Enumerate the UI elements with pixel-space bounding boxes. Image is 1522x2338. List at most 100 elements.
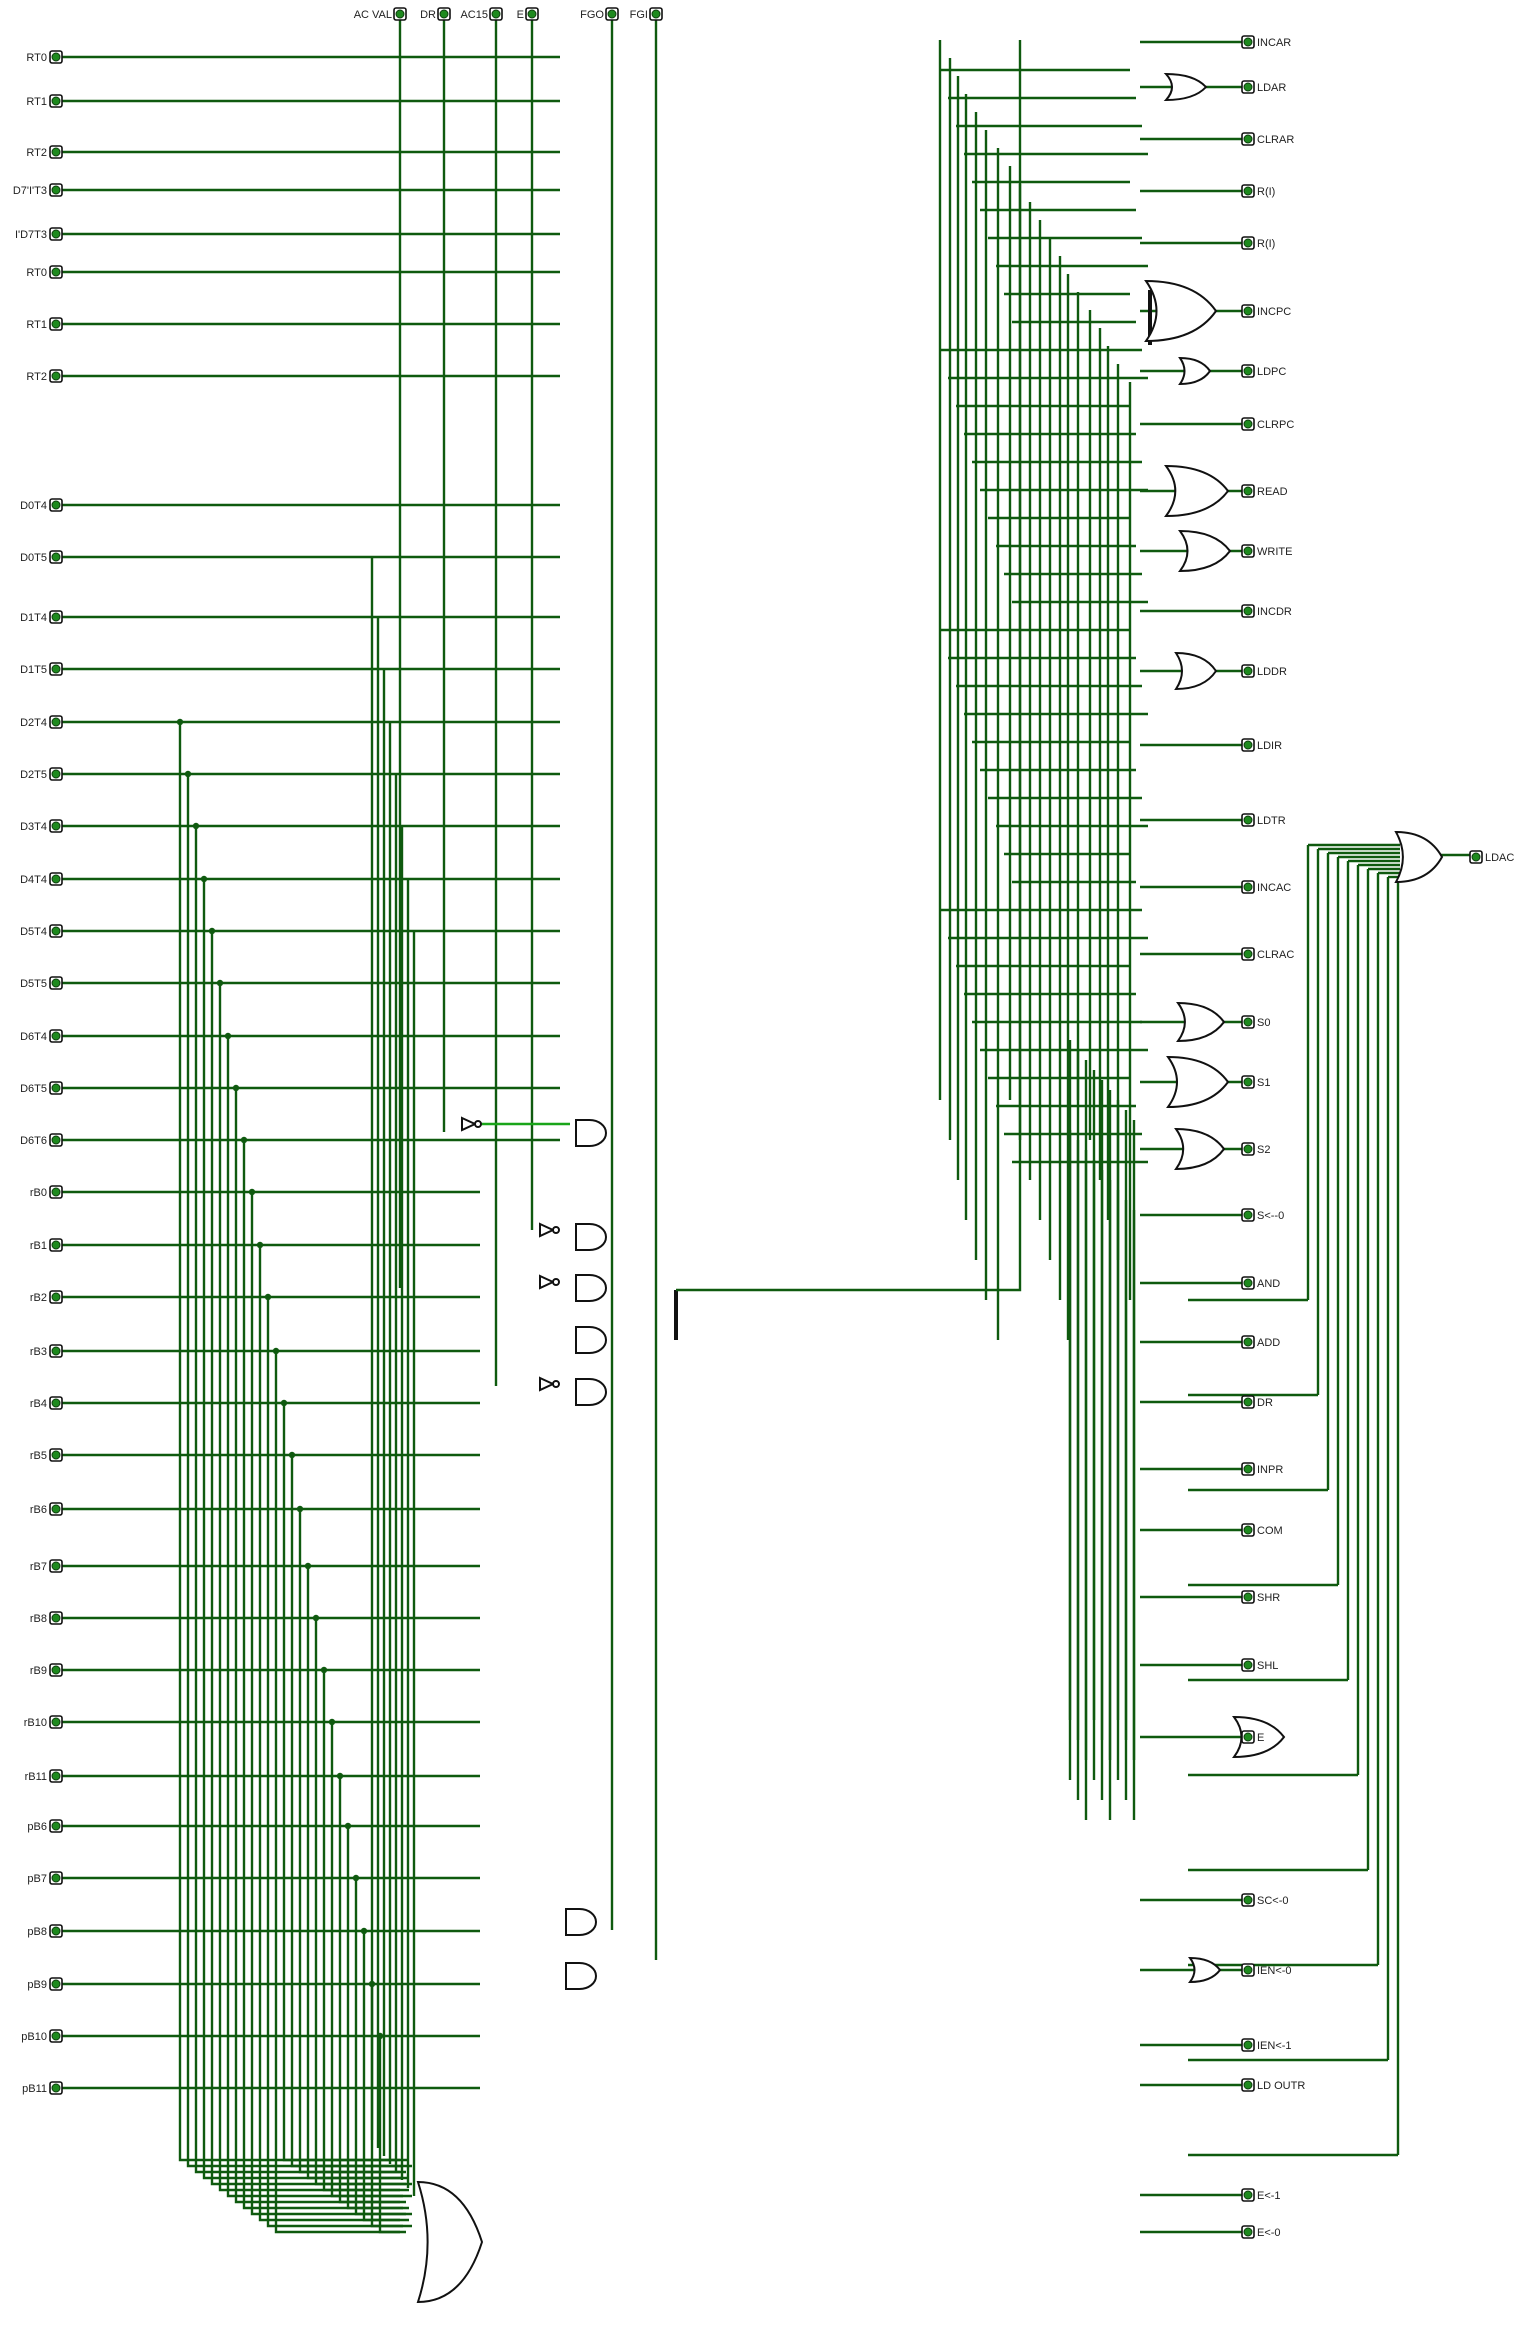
left-input-pin-rb11[interactable]: rB11 <box>25 1769 63 1783</box>
output-pin-inpr[interactable]: INPR <box>1241 1462 1283 1476</box>
output-pin-sc-0[interactable]: SC<-0 <box>1241 1893 1289 1907</box>
output-pin-add[interactable]: ADD <box>1241 1335 1280 1349</box>
left-input-pin-d6t4[interactable]: D6T4 <box>20 1029 63 1043</box>
left-input-pin-rt2[interactable]: RT2 <box>26 145 63 159</box>
left-input-pin-rb4[interactable]: rB4 <box>30 1396 63 1410</box>
top-input-pin-ac15[interactable]: AC15 <box>460 7 503 21</box>
output-pin-clrar[interactable]: CLRAR <box>1241 132 1294 146</box>
output-pin-read[interactable]: READ <box>1241 484 1288 498</box>
output-pin-s0[interactable]: S0 <box>1241 1015 1270 1029</box>
output-pin-e[interactable]: E <box>1241 1730 1264 1744</box>
or-gate-sc-clear <box>416 2180 484 2304</box>
top-input-pin-label: FGO <box>580 9 604 21</box>
left-input-pin-pb10[interactable]: pB10 <box>21 2029 63 2043</box>
left-input-pin-d7-i-t3[interactable]: D7'I'T3 <box>13 183 63 197</box>
or-gate-ien0 <box>1188 1956 1222 1984</box>
output-pin-incac[interactable]: INCAC <box>1241 880 1291 894</box>
top-input-pin-dr[interactable]: DR <box>420 7 451 21</box>
left-input-pin-d0t5[interactable]: D0T5 <box>20 550 63 564</box>
output-pin-e-1[interactable]: E<-1 <box>1241 2188 1281 2202</box>
output-pin-write[interactable]: WRITE <box>1241 544 1292 558</box>
top-input-pin-e[interactable]: E <box>517 7 539 21</box>
output-pin-com[interactable]: COM <box>1241 1523 1283 1537</box>
left-input-pin-rb2[interactable]: rB2 <box>30 1290 63 1304</box>
left-input-pin-rb6[interactable]: rB6 <box>30 1502 63 1516</box>
output-pin-label: LDIR <box>1257 740 1282 752</box>
left-input-pin-label: D1T4 <box>20 612 47 624</box>
left-input-pin-d5t5[interactable]: D5T5 <box>20 976 63 990</box>
left-input-pin-d0t4[interactable]: D0T4 <box>20 498 63 512</box>
wire <box>290 1455 412 2168</box>
pin-dot <box>51 1771 61 1781</box>
output-pin-dr[interactable]: DR <box>1241 1395 1273 1409</box>
output-pin-label: IEN<-0 <box>1257 1965 1292 1977</box>
left-input-pin-rb7[interactable]: rB7 <box>30 1559 63 1573</box>
output-pin-lddr[interactable]: LDDR <box>1241 664 1287 678</box>
left-input-pin-rt2[interactable]: RT2 <box>26 369 63 383</box>
output-pin-shr[interactable]: SHR <box>1241 1590 1280 1604</box>
junction <box>184 770 192 778</box>
pin-dot <box>1243 238 1253 248</box>
left-input-pin-d1t4[interactable]: D1T4 <box>20 610 63 624</box>
output-pin-s2[interactable]: S2 <box>1241 1142 1270 1156</box>
output-pin-ldir[interactable]: LDIR <box>1241 738 1282 752</box>
left-input-pin-label: pB11 <box>22 2083 47 2095</box>
left-input-pin-pb11[interactable]: pB11 <box>22 2081 63 2095</box>
output-pin-r-i[interactable]: R(I) <box>1241 184 1275 198</box>
left-input-pin-d3t4[interactable]: D3T4 <box>20 819 63 833</box>
output-pin-clrpc[interactable]: CLRPC <box>1241 417 1294 431</box>
left-input-pin-rt1[interactable]: RT1 <box>26 317 63 331</box>
left-input-pin-pb7[interactable]: pB7 <box>27 1871 63 1885</box>
left-input-pin-rb10[interactable]: rB10 <box>24 1715 63 1729</box>
output-pin-label: R(I) <box>1257 238 1275 250</box>
left-input-pin-d6t6[interactable]: D6T6 <box>20 1133 63 1147</box>
output-pin-clrac[interactable]: CLRAC <box>1241 947 1294 961</box>
left-input-pin-rb3[interactable]: rB3 <box>30 1344 63 1358</box>
or-gate-ldar-body <box>1163 72 1208 102</box>
output-pin-incar[interactable]: INCAR <box>1241 35 1291 49</box>
left-input-pin-rt0[interactable]: RT0 <box>26 50 63 64</box>
left-input-pin-rb8[interactable]: rB8 <box>30 1611 63 1625</box>
output-pin-ien-1[interactable]: IEN<-1 <box>1241 2038 1292 2052</box>
left-input-pin-rb5[interactable]: rB5 <box>30 1448 63 1462</box>
left-input-pin-rt0[interactable]: RT0 <box>26 265 63 279</box>
output-pin-shl[interactable]: SHL <box>1241 1658 1278 1672</box>
left-input-pin-d2t4[interactable]: D2T4 <box>20 715 63 729</box>
left-input-pin-pb6[interactable]: pB6 <box>27 1819 63 1833</box>
pin-dot <box>1243 1660 1253 1670</box>
left-input-pin-d5t4[interactable]: D5T4 <box>20 924 63 938</box>
output-pin-ldac[interactable]: LDAC <box>1469 850 1514 864</box>
output-pin-ld-outr[interactable]: LD OUTR <box>1241 2078 1305 2092</box>
top-input-pin-ac-val[interactable]: AC VAL <box>354 7 407 21</box>
wire <box>354 1878 406 2216</box>
output-pin-r-i[interactable]: R(I) <box>1241 236 1275 250</box>
left-input-pin-d1t5[interactable]: D1T5 <box>20 662 63 676</box>
output-pin-ldtr[interactable]: LDTR <box>1241 813 1286 827</box>
left-input-pin-rb9[interactable]: rB9 <box>30 1663 63 1677</box>
output-pin-incpc[interactable]: INCPC <box>1241 304 1291 318</box>
pin-dot <box>51 1561 61 1571</box>
output-pin-and[interactable]: AND <box>1241 1276 1280 1290</box>
left-input-pin-label: rB8 <box>30 1613 47 1625</box>
output-pin-ldar[interactable]: LDAR <box>1241 80 1286 94</box>
output-pin-ien-0[interactable]: IEN<-0 <box>1241 1963 1292 1977</box>
left-input-pin-i-d7t3[interactable]: I'D7T3 <box>15 227 63 241</box>
output-pin-s1[interactable]: S1 <box>1241 1075 1270 1089</box>
left-input-pin-rb0[interactable]: rB0 <box>30 1185 63 1199</box>
left-input-pin-rb1[interactable]: rB1 <box>30 1238 63 1252</box>
output-pin-s-0[interactable]: S<--0 <box>1241 1208 1284 1222</box>
output-pin-ldpc[interactable]: LDPC <box>1241 364 1286 378</box>
top-input-pin-fgi[interactable]: FGI <box>630 7 663 21</box>
or-gate-write <box>1178 529 1232 573</box>
left-input-pin-label: RT1 <box>26 319 47 331</box>
pin-dot <box>1243 134 1253 144</box>
left-input-pin-d4t4[interactable]: D4T4 <box>20 872 63 886</box>
output-pin-incdr[interactable]: INCDR <box>1241 604 1292 618</box>
left-input-pin-rt1[interactable]: RT1 <box>26 94 63 108</box>
output-pin-e-0[interactable]: E<-0 <box>1241 2225 1281 2239</box>
left-input-pin-d2t5[interactable]: D2T5 <box>20 767 63 781</box>
left-input-pin-d6t5[interactable]: D6T5 <box>20 1081 63 1095</box>
top-input-pin-fgo[interactable]: FGO <box>580 7 619 21</box>
left-input-pin-pb8[interactable]: pB8 <box>27 1924 63 1938</box>
left-input-pin-pb9[interactable]: pB9 <box>27 1977 63 1991</box>
